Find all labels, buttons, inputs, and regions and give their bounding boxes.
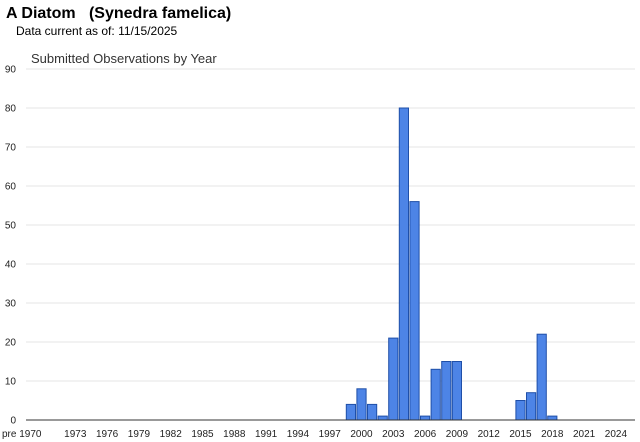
bar-2001 <box>367 403 378 421</box>
x-tick-label: 2003 <box>382 429 405 440</box>
y-tick-label: 40 <box>5 260 17 271</box>
y-tick-label: 50 <box>5 221 17 232</box>
y-tick-label: 80 <box>5 104 17 115</box>
x-tick-label: pre 1970 <box>2 429 42 440</box>
page-header: A Diatom (Synedra famelica) Data current… <box>6 4 231 38</box>
bar-2009 <box>451 361 462 421</box>
x-tick-label: 1973 <box>64 429 87 440</box>
x-tick-label: 2000 <box>350 429 373 440</box>
x-tick-label: 1994 <box>287 429 310 440</box>
y-axis-ticks: 0 10 20 30 40 50 60 70 80 90 <box>5 65 17 427</box>
bar-2000 <box>356 388 367 421</box>
chart-title: Submitted Observations by Year <box>31 51 217 66</box>
x-tick-label: 2015 <box>509 429 532 440</box>
bar-2004 <box>398 107 409 421</box>
x-tick-label: 2018 <box>541 429 564 440</box>
y-tick-label: 20 <box>5 338 17 349</box>
x-tick-label: 1997 <box>319 429 342 440</box>
y-tick-label: 10 <box>5 377 17 388</box>
y-tick-label: 60 <box>5 182 17 193</box>
bar-2017 <box>536 333 547 421</box>
x-tick-label: 1979 <box>128 429 151 440</box>
bar-2003 <box>388 337 399 421</box>
x-axis-ticks: pre 1970 1973 1976 1979 1982 1985 1988 1991 1994… <box>2 429 627 440</box>
bar-2007 <box>430 368 441 421</box>
x-tick-label: 1976 <box>96 429 119 440</box>
x-tick-label: 2009 <box>446 429 469 440</box>
bar-2006 <box>420 415 431 421</box>
x-tick-label: 2012 <box>478 429 501 440</box>
data-current-date: 11/15/2025 <box>118 24 178 38</box>
bar-2016 <box>526 392 537 421</box>
x-tick-label: 1991 <box>255 429 278 440</box>
bar-2008 <box>441 361 452 421</box>
grid-lines <box>26 68 635 382</box>
data-current-label: Data current as of: <box>16 24 115 38</box>
species-title: A Diatom (Synedra famelica) <box>6 5 232 22</box>
bar-2015 <box>515 400 526 421</box>
bar-2005 <box>409 201 420 421</box>
x-tick-label: 1982 <box>160 429 183 440</box>
x-tick-label: 1985 <box>191 429 214 440</box>
bar-2002 <box>377 415 388 421</box>
x-tick-label: 2024 <box>605 429 628 440</box>
bars <box>345 107 558 421</box>
x-tick-label: 1988 <box>223 429 246 440</box>
bar-1999 <box>345 403 356 421</box>
y-tick-label: 90 <box>5 65 17 76</box>
y-tick-label: 30 <box>5 299 17 310</box>
data-current-line: Data current as of: 11/15/2025 <box>16 24 231 38</box>
x-tick-label: 2006 <box>414 429 437 440</box>
y-tick-label: 0 <box>10 416 16 427</box>
x-tick-label: 2021 <box>573 429 596 440</box>
bar-2018 <box>547 415 558 421</box>
y-tick-label: 70 <box>5 143 17 154</box>
